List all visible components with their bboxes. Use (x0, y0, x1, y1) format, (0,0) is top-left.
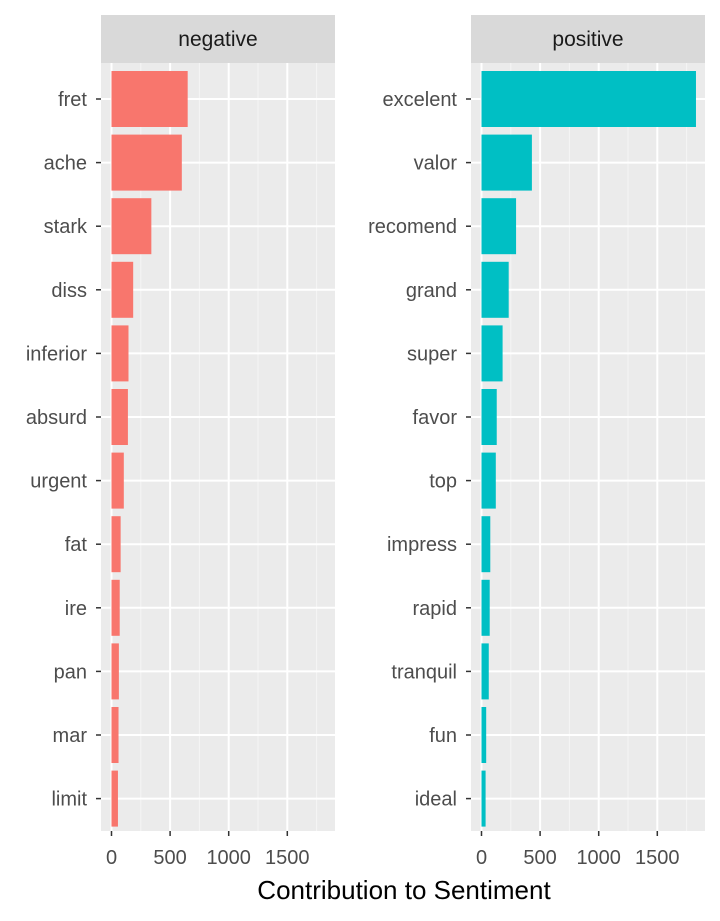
y-tick-label: pan (54, 661, 87, 683)
y-tick-label: super (407, 343, 457, 365)
bar-top (481, 452, 496, 509)
x-tick-label: 1000 (576, 847, 621, 869)
bar-impress (481, 516, 491, 573)
x-tick-label: 500 (523, 847, 556, 869)
bar-tranquil (481, 643, 489, 700)
bar-inferior (111, 325, 129, 382)
bar-recomend (481, 198, 517, 255)
bar-ache (111, 134, 182, 191)
bar-diss (111, 261, 134, 318)
facet-strip (101, 15, 335, 63)
y-tick-label: limit (51, 789, 87, 811)
x-tick-label: 0 (106, 847, 117, 869)
panel-background (471, 63, 705, 831)
x-tick-label: 0 (476, 847, 487, 869)
bar-excelent (481, 71, 696, 127)
x-tick-label: 1500 (635, 847, 680, 869)
chart-panels: negative fret ache stark diss inferior absurd u… (26, 15, 705, 869)
y-tick-label: grand (406, 280, 457, 302)
y-tick-label: fun (429, 725, 457, 747)
x-axis-title: Contribution to Sentiment (257, 875, 551, 905)
y-tick-label: mar (53, 725, 88, 747)
bar-grand (481, 261, 509, 318)
facet-strip (471, 15, 705, 63)
y-tick-label: ire (65, 598, 87, 620)
y-tick-label: fat (65, 534, 88, 556)
bar-fun (481, 707, 487, 763)
bar-urgent (111, 452, 124, 509)
bar-pan (111, 643, 119, 700)
bar-ire (111, 579, 120, 636)
panel-positive: positive excelent valor recomend grand super f… (368, 15, 705, 869)
bar-fat (111, 516, 121, 573)
panel-negative: negative fret ache stark diss inferior absurd u… (26, 15, 335, 869)
y-tick-label: ache (44, 153, 87, 175)
bar-valor (481, 134, 532, 191)
x-tick-label: 1500 (265, 847, 310, 869)
y-tick-label: fret (58, 89, 87, 111)
y-tick-label: stark (44, 216, 88, 238)
bar-super (481, 325, 503, 382)
x-tick-label: 1000 (206, 847, 251, 869)
y-tick-label: favor (413, 407, 458, 429)
y-tick-label: tranquil (391, 661, 457, 683)
y-tick-label: recomend (368, 216, 457, 238)
y-tick-label: inferior (26, 343, 87, 365)
bar-mar (111, 707, 119, 763)
y-tick-label: urgent (30, 471, 87, 493)
y-tick-label: diss (51, 280, 87, 302)
panel-background (101, 63, 335, 831)
y-tick-label: excelent (383, 89, 458, 111)
bar-favor (481, 389, 497, 445)
facet-strip-label: negative (178, 28, 257, 51)
bar-stark (111, 198, 152, 255)
bar-limit (111, 770, 118, 827)
y-tick-label: impress (387, 534, 457, 556)
facet-strip-label: positive (552, 28, 623, 51)
y-tick-label: rapid (413, 598, 457, 620)
x-tick-label: 500 (153, 847, 186, 869)
y-tick-label: valor (414, 153, 458, 175)
bar-fret (111, 71, 188, 127)
y-tick-label: ideal (415, 789, 457, 811)
y-tick-label: absurd (26, 407, 87, 429)
bar-rapid (481, 579, 490, 636)
bar-ideal (481, 770, 486, 827)
y-tick-label: top (429, 471, 457, 493)
bar-absurd (111, 389, 128, 445)
